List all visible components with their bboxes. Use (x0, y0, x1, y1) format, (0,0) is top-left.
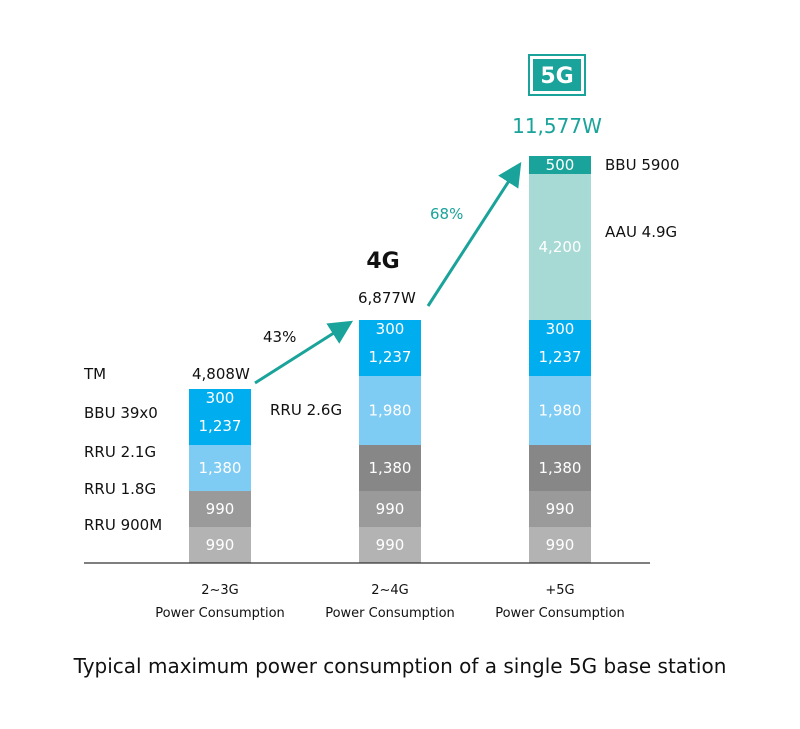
bar-2-segment-4 (359, 376, 421, 445)
bar-3-segment-3-label: 1,380 (539, 459, 582, 477)
bar-2-segment-5-label: 1,237 (369, 348, 412, 366)
legend-bbu5900: BBU 5900 (605, 156, 680, 174)
bar-3-segment-5-label: 1,237 (539, 348, 582, 366)
bar-2-segment-2 (359, 491, 421, 527)
bar-3-segment-5 (529, 338, 591, 376)
bar-1-segment-1-label: 990 (206, 536, 235, 554)
label-5g: 5G (540, 64, 573, 89)
legend-rru900: RRU 900M (84, 516, 162, 534)
bar-3-segment-7-label: 4,200 (539, 238, 582, 256)
bar-2-segment-1 (359, 527, 421, 563)
bar-3-segment-8-label: 500 (546, 156, 575, 174)
legend-rru21: RRU 2.1G (84, 443, 156, 461)
bar-3-segment-7 (529, 174, 591, 320)
bar-2-segment-2-label: 990 (376, 500, 405, 518)
bar-3-segment-6-label: 300 (546, 320, 575, 338)
bar-1-segment-4-label: 1,237 (199, 417, 242, 435)
bar-2-segment-1-label: 990 (376, 536, 405, 554)
legend-bbu39x0: BBU 39x0 (84, 404, 158, 422)
bar-3-segment-3 (529, 445, 591, 491)
bars-layer: 990 990 1,380 1,237 300 990 990 1,380 1,980 1,237… (189, 156, 591, 563)
bar-3-segment-2-label: 990 (546, 500, 575, 518)
growth-label-68: 68% (430, 205, 463, 223)
bar-3-segment-6 (529, 320, 591, 338)
bar-2-segment-5 (359, 338, 421, 376)
bar-1-segment-1 (189, 527, 251, 563)
chart-caption: Typical maximum power consumption of a s… (73, 654, 727, 678)
legend-tm: TM (83, 365, 106, 383)
bar-1-segment-5 (189, 389, 251, 407)
category-1-line2: Power Consumption (155, 606, 285, 621)
growth-arrow-1 (254, 320, 354, 385)
bar-2-segment-4-label: 1,980 (369, 402, 412, 420)
bar-1-segment-4 (189, 407, 251, 445)
total-bar-1: 4,808W (192, 365, 250, 383)
bar-1-segment-3-label: 1,380 (199, 459, 242, 477)
total-bar-3: 11,577W (512, 114, 602, 138)
bar-2-segment-3 (359, 445, 421, 491)
bar-2-segment-3-label: 1,380 (369, 459, 412, 477)
bar-3-segment-1-label: 990 (546, 536, 575, 554)
category-3-line1: +5G (545, 583, 574, 598)
bar-3-segment-4-label: 1,980 (539, 402, 582, 420)
legend-rru26: RRU 2.6G (270, 401, 342, 419)
legend-aau49: AAU 4.9G (605, 223, 677, 241)
bar-3-segment-4 (529, 376, 591, 445)
bar-2-segment-6-label: 300 (376, 320, 405, 338)
bar-1-segment-5-label: 300 (206, 389, 235, 407)
legend-rru18: RRU 1.8G (84, 480, 156, 498)
bar-1-segment-2-label: 990 (206, 500, 235, 518)
total-bar-2: 6,877W (358, 289, 416, 307)
category-3-line2: Power Consumption (495, 606, 625, 621)
bar-1-segment-2 (189, 491, 251, 527)
growth-label-43: 43% (263, 328, 296, 346)
category-2-line2: Power Consumption (325, 606, 455, 621)
growth-arrow-2 (426, 161, 522, 307)
bar-1-segment-3 (189, 445, 251, 491)
bar-3-segment-8 (529, 156, 591, 174)
bar-3-segment-1 (529, 527, 591, 563)
label-4g: 4G (366, 249, 399, 274)
bar-2-segment-6 (359, 320, 421, 338)
category-2-line1: 2~4G (371, 583, 409, 598)
badge-5g (533, 59, 581, 91)
category-1-line1: 2~3G (201, 583, 239, 598)
bar-3-segment-2 (529, 491, 591, 527)
